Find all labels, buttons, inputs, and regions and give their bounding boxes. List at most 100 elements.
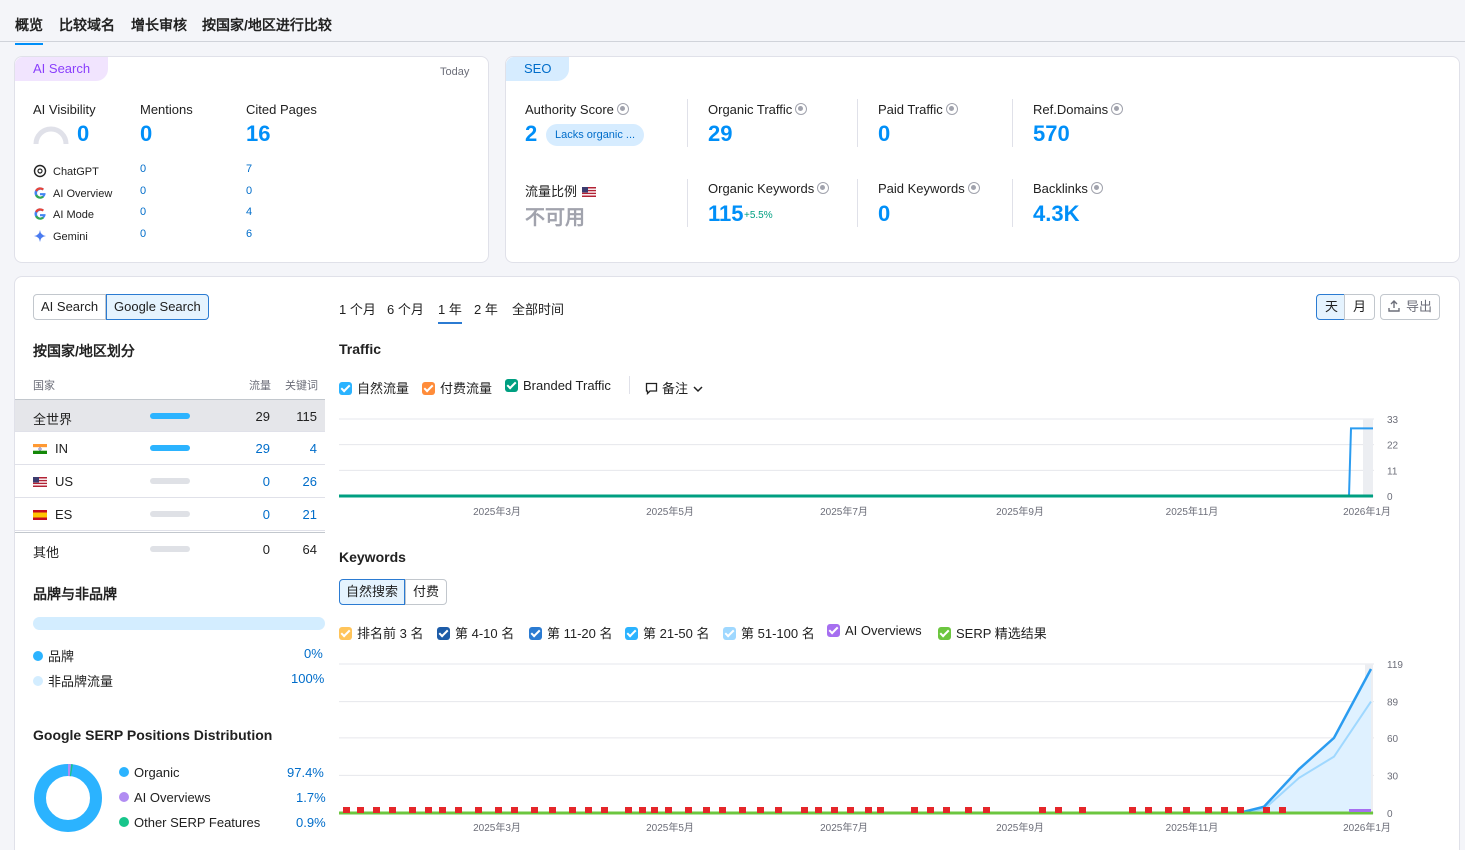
- event-flag-icon: [475, 807, 482, 813]
- tab-compare-countries[interactable]: 按国家/地区进行比较: [202, 17, 332, 33]
- source-mentions[interactable]: 0: [140, 228, 147, 240]
- legend-51-100[interactable]: 第 51-100 名: [723, 623, 815, 642]
- country-row-in[interactable]: IN 29 4: [15, 432, 325, 465]
- event-flag-icon: [1165, 807, 1172, 813]
- tab-compare-domains[interactable]: 比较域名: [59, 17, 115, 33]
- event-flag-icon: [1055, 807, 1062, 813]
- event-flag-icon: [601, 807, 608, 813]
- source-cited[interactable]: 0: [246, 185, 253, 197]
- notes-dropdown[interactable]: 备注: [645, 378, 703, 397]
- country-row-other: 其他 0 64: [15, 532, 325, 565]
- legend-4-10[interactable]: 第 4-10 名: [437, 623, 514, 642]
- country-row-us[interactable]: US 0 26: [15, 465, 325, 498]
- period-6-months[interactable]: 6 个月: [387, 302, 424, 317]
- traffic-value[interactable]: 29: [255, 441, 270, 456]
- serp-legend-other: Other SERP Features: [119, 815, 260, 830]
- source-mentions[interactable]: 0: [140, 185, 147, 197]
- event-flag-icon: [665, 807, 672, 813]
- brand-legend: 品牌: [33, 646, 74, 665]
- granularity-day[interactable]: 天: [1316, 294, 1348, 320]
- ai-visibility-label: AI Visibility: [33, 102, 96, 117]
- legend-organic-traffic[interactable]: 自然流量: [339, 378, 409, 397]
- legend-ai-overviews[interactable]: AI Overviews: [827, 623, 922, 638]
- col-traffic: 流量: [249, 380, 271, 392]
- source-mentions[interactable]: 0: [140, 163, 147, 175]
- organic-traffic-value[interactable]: 29: [708, 121, 733, 146]
- source-mentions[interactable]: 0: [140, 206, 147, 218]
- legend-21-50[interactable]: 第 21-50 名: [625, 623, 709, 642]
- event-flag-icon: [1263, 807, 1270, 813]
- info-icon[interactable]: [1111, 103, 1124, 115]
- event-flag-icon: [1079, 807, 1086, 813]
- source-cited[interactable]: 7: [246, 163, 253, 175]
- event-flag-icon: [685, 807, 692, 813]
- visibility-gauge-icon: [33, 126, 69, 145]
- period-1-month[interactable]: 1 个月: [339, 302, 376, 317]
- source-row-chatgpt: ChatGPT: [33, 163, 99, 178]
- divider: [857, 179, 858, 227]
- col-keywords: 关键词: [285, 380, 318, 392]
- event-flag-icon: [625, 807, 632, 813]
- legend-branded-traffic[interactable]: Branded Traffic: [505, 378, 611, 393]
- backlinks-value[interactable]: 4.3K: [1033, 201, 1080, 226]
- legend-paid-traffic[interactable]: 付费流量: [422, 378, 492, 397]
- period-1-year[interactable]: 1 年: [438, 299, 462, 324]
- period-2-years[interactable]: 2 年: [474, 302, 498, 317]
- source-cited[interactable]: 6: [246, 228, 253, 240]
- tab-overview[interactable]: 概览: [15, 15, 43, 45]
- divider: [857, 99, 858, 147]
- source-row-ai-overview: AI Overview: [33, 185, 112, 200]
- date-label: Today: [440, 66, 470, 78]
- event-flag-icon: [815, 807, 822, 813]
- event-flag-icon: [719, 807, 726, 813]
- legend-11-20[interactable]: 第 11-20 名: [529, 623, 613, 642]
- legend-top3[interactable]: 排名前 3 名: [339, 623, 423, 642]
- x-tick-label: 2026年1月: [1343, 821, 1391, 834]
- info-icon[interactable]: [967, 182, 980, 194]
- period-all-time[interactable]: 全部时间: [512, 302, 565, 317]
- source-cited[interactable]: 4: [246, 206, 253, 218]
- country-row-es[interactable]: ES 0 21: [15, 498, 325, 531]
- toggle-organic[interactable]: 自然搜索: [339, 579, 406, 605]
- traffic-value[interactable]: 0: [262, 507, 270, 522]
- info-icon[interactable]: [616, 103, 629, 115]
- gemini-icon: [34, 230, 46, 242]
- ai-visibility-value[interactable]: 0: [77, 121, 90, 146]
- toggle-paid[interactable]: 付费: [405, 579, 448, 605]
- brand-dot: [33, 651, 43, 661]
- x-tick-label: 2025年7月: [820, 505, 868, 518]
- info-icon[interactable]: [817, 182, 830, 194]
- ai-search-tag: AI Search: [15, 57, 109, 81]
- event-flag-icon: [357, 807, 364, 813]
- organic-keywords-value[interactable]: 115: [708, 201, 744, 226]
- traffic-value[interactable]: 0: [262, 474, 270, 489]
- legend-serp-features[interactable]: SERP 精选结果: [938, 623, 1047, 642]
- paid-traffic-value[interactable]: 0: [878, 121, 891, 146]
- paid-keywords-value[interactable]: 0: [878, 201, 891, 226]
- tab-growth-audit[interactable]: 增长审核: [131, 17, 187, 33]
- granularity-month[interactable]: 月: [1344, 294, 1376, 320]
- brand-value: 0%: [304, 646, 323, 661]
- info-icon[interactable]: [1090, 182, 1103, 194]
- authority-score-label: Authority Score: [525, 102, 629, 117]
- export-button[interactable]: 导出: [1380, 294, 1441, 320]
- col-country: 国家: [33, 380, 55, 392]
- info-icon[interactable]: [945, 103, 958, 115]
- toggle-ai-search[interactable]: AI Search: [33, 294, 107, 320]
- keywords-value[interactable]: 4: [309, 441, 317, 456]
- toggle-google-search[interactable]: Google Search: [106, 294, 209, 320]
- keywords-value[interactable]: 21: [302, 507, 317, 522]
- backlinks-label: Backlinks: [1033, 181, 1103, 196]
- source-name: Gemini: [53, 231, 88, 243]
- mentions-value[interactable]: 0: [140, 121, 153, 146]
- keywords-value[interactable]: 26: [302, 474, 317, 489]
- country-row-worldwide[interactable]: 全世界 29 115: [15, 399, 325, 432]
- x-tick-label: 2026年1月: [1343, 505, 1391, 518]
- info-icon[interactable]: [795, 103, 808, 115]
- chevron-down-icon: [693, 386, 703, 393]
- country-section-title: 按国家/地区划分: [33, 343, 135, 359]
- cited-pages-value[interactable]: 16: [246, 121, 271, 146]
- ref-domains-value[interactable]: 570: [1033, 121, 1070, 146]
- authority-score-value[interactable]: 2: [525, 121, 538, 146]
- lacks-organic-badge[interactable]: Lacks organic ...: [546, 124, 645, 146]
